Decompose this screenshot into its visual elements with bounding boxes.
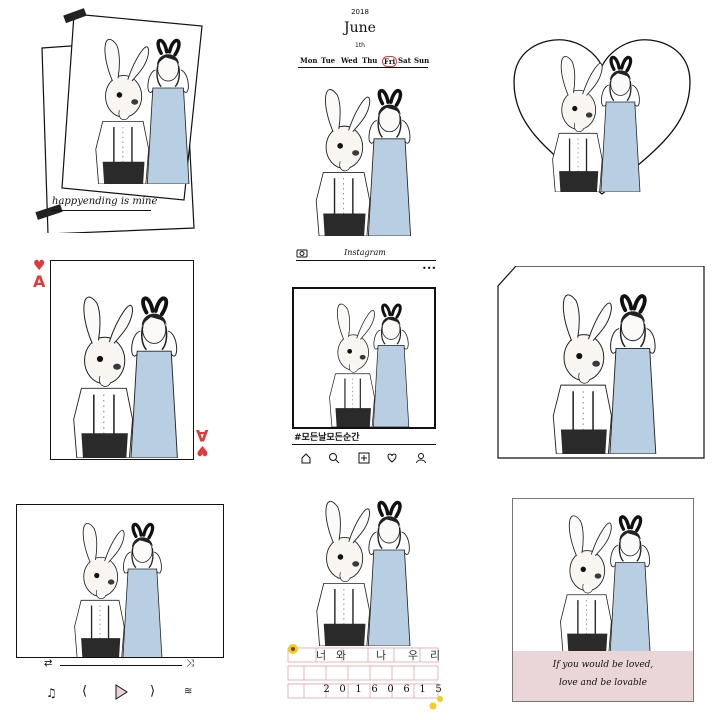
card-suit-top: ♥ <box>33 258 46 274</box>
profile-icon[interactable] <box>415 452 427 464</box>
caption-text: happyending is mine <box>52 196 158 207</box>
couple-illustration <box>71 295 180 458</box>
next-icon[interactable]: ⟩ <box>150 684 156 699</box>
calendar-month: June <box>344 20 376 36</box>
flower-icon <box>288 644 298 654</box>
calendar-day: 1th <box>355 42 365 49</box>
couple-illustration <box>551 292 658 454</box>
date-digit: 1 <box>355 684 362 695</box>
tile-manuscript-grid: 너 와 나 우 리 2 0 1 6 0 6 1 5 <box>286 484 448 716</box>
weekday-tue: Tue <box>321 56 336 65</box>
couple-illustration <box>328 302 411 427</box>
date-digit: 5 <box>435 684 442 695</box>
date-digit: 0 <box>339 684 346 695</box>
add-post-icon[interactable] <box>358 452 370 464</box>
quote-card-border <box>512 498 694 702</box>
grid-lines <box>287 647 439 699</box>
word-cell: 나 <box>375 649 387 662</box>
word-cell: 리 <box>429 649 441 662</box>
calendar-divider <box>298 67 428 68</box>
shuffle-icon[interactable]: ⤨ <box>186 658 194 669</box>
date-digit: 2 <box>323 684 330 695</box>
tile-playing-card: ♥ A A ♥ <box>30 258 216 466</box>
search-icon[interactable] <box>328 452 340 464</box>
tile-polaroid-caption: happyending is mine <box>34 8 209 233</box>
weekday-thu: Thu <box>362 56 378 65</box>
word-cell: 우 <box>407 649 419 662</box>
header-divider <box>296 260 436 261</box>
tile-quote-card: If you would be loved, love and be lovab… <box>512 498 694 702</box>
footer-divider <box>292 444 436 445</box>
camera-icon[interactable] <box>296 248 308 258</box>
couple-illustration <box>315 499 412 646</box>
play-icon[interactable] <box>114 684 128 700</box>
couple-illustration <box>94 37 191 184</box>
date-digit: 6 <box>371 684 378 695</box>
couple-illustration <box>314 87 413 236</box>
tile-music-player: ⇄ ⤨ ♫ ⟨ ⟩ ≋ <box>14 502 226 708</box>
date-digit: 1 <box>419 684 426 695</box>
date-digit: 0 <box>387 684 394 695</box>
tile-cut-corner-frame <box>496 266 706 460</box>
more-menu-icon[interactable]: ••• <box>422 264 437 273</box>
card-rank-top: A <box>33 272 46 291</box>
couple-illustration <box>550 54 642 192</box>
equalizer-icon[interactable]: ≋ <box>184 686 193 697</box>
couple-illustration <box>72 521 164 657</box>
quote-line-1: If you would be loved, <box>552 660 654 670</box>
heart-icon[interactable] <box>386 452 398 464</box>
word-cell: 와 <box>335 649 347 662</box>
weekday-mon: Mon <box>300 56 318 65</box>
home-icon[interactable] <box>300 452 312 464</box>
progress-track[interactable] <box>60 665 182 666</box>
tile-heart-frame <box>512 36 692 196</box>
previous-icon[interactable]: ⟨ <box>82 684 88 699</box>
weekday-sun: Sun <box>414 56 430 65</box>
card-suit-bottom: ♥ <box>196 442 209 458</box>
quote-line-2: love and be lovable <box>558 678 647 688</box>
post-hashtag: #모든날모든순간 <box>294 433 360 443</box>
caption-underline <box>51 210 151 211</box>
flower-icon <box>429 696 443 710</box>
weekday-wed: Wed <box>341 56 358 65</box>
repeat-icon[interactable]: ⇄ <box>44 658 53 669</box>
couple-illustration <box>558 514 652 655</box>
tile-instagram-post: Instagram ••• #모든날모든순간 <box>290 244 440 470</box>
word-cell: 너 <box>315 649 327 662</box>
quote-panel <box>513 651 693 701</box>
playlist-icon[interactable]: ♫ <box>46 686 57 700</box>
weekday-sat: Sat <box>398 56 411 65</box>
tile-calendar: 2018 June 1th Mon Tue Wed Thu Fri Sat Su… <box>290 6 430 236</box>
post-photo-frame <box>292 287 436 429</box>
date-digit: 6 <box>403 684 410 695</box>
weekday-fri-highlighted: Fri <box>382 56 398 67</box>
player-artwork <box>16 504 224 658</box>
calendar-year: 2018 <box>351 8 369 16</box>
instagram-brand: Instagram <box>344 248 386 257</box>
